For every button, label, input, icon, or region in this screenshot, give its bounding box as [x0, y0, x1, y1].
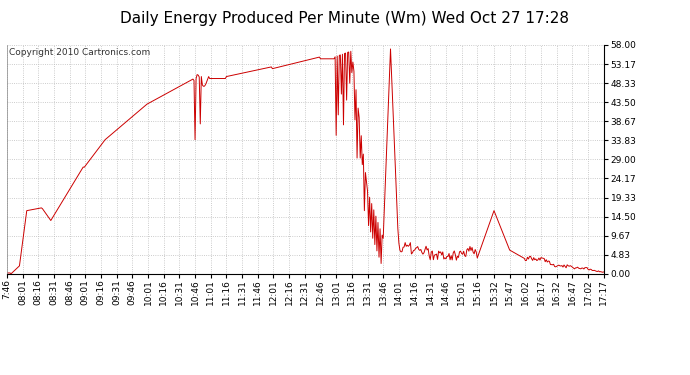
Text: Daily Energy Produced Per Minute (Wm) Wed Oct 27 17:28: Daily Energy Produced Per Minute (Wm) We…	[121, 11, 569, 26]
Text: Copyright 2010 Cartronics.com: Copyright 2010 Cartronics.com	[9, 48, 150, 57]
